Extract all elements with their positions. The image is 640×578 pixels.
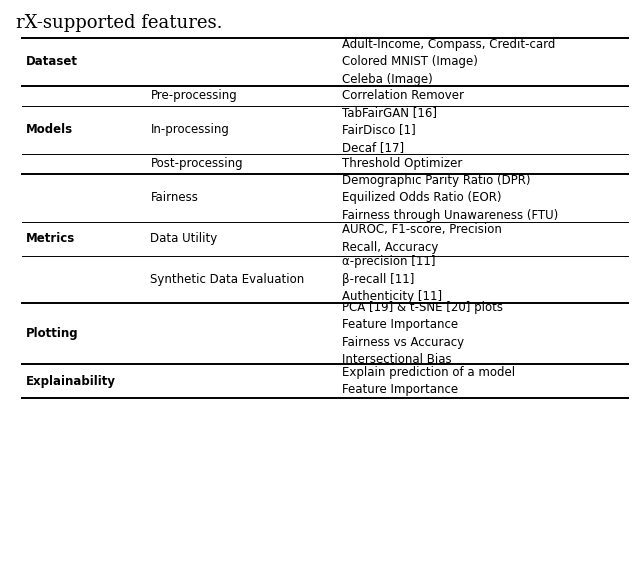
Text: Threshold Optimizer: Threshold Optimizer [342, 157, 463, 171]
Text: Metrics: Metrics [26, 232, 75, 245]
Text: α-precision [11]
β-recall [11]
Authenticity [11]: α-precision [11] β-recall [11] Authentic… [342, 255, 442, 303]
Text: PCA [19] & t-SNE [20] plots
Feature Importance
Fairness vs Accuracy
Intersection: PCA [19] & t-SNE [20] plots Feature Impo… [342, 301, 504, 366]
Text: Demographic Parity Ratio (DPR)
Equilized Odds Ratio (EOR)
Fairness through Unawa: Demographic Parity Ratio (DPR) Equilized… [342, 174, 559, 222]
Text: AUROC, F1-score, Precision
Recall, Accuracy: AUROC, F1-score, Precision Recall, Accur… [342, 223, 502, 254]
Text: Post-processing: Post-processing [150, 157, 243, 171]
Text: Synthetic Data Evaluation: Synthetic Data Evaluation [150, 273, 305, 286]
Text: Fairness: Fairness [150, 191, 198, 204]
Text: Explainability: Explainability [26, 375, 116, 387]
Text: In-processing: In-processing [150, 123, 229, 136]
Text: Data Utility: Data Utility [150, 232, 218, 245]
Text: Explain prediction of a model
Feature Importance: Explain prediction of a model Feature Im… [342, 366, 516, 397]
Text: Plotting: Plotting [26, 327, 78, 340]
Text: TabFairGAN [16]
FairDisco [1]
Decaf [17]: TabFairGAN [16] FairDisco [1] Decaf [17] [342, 106, 437, 154]
Text: Pre-processing: Pre-processing [150, 89, 237, 102]
Text: rX-supported features.: rX-supported features. [15, 14, 222, 32]
Text: Adult-Income, Compass, Credit-card
Colored MNIST (Image)
Celeba (Image): Adult-Income, Compass, Credit-card Color… [342, 38, 556, 86]
Text: Models: Models [26, 123, 73, 136]
Text: Dataset: Dataset [26, 55, 77, 68]
Text: Correlation Remover: Correlation Remover [342, 89, 465, 102]
